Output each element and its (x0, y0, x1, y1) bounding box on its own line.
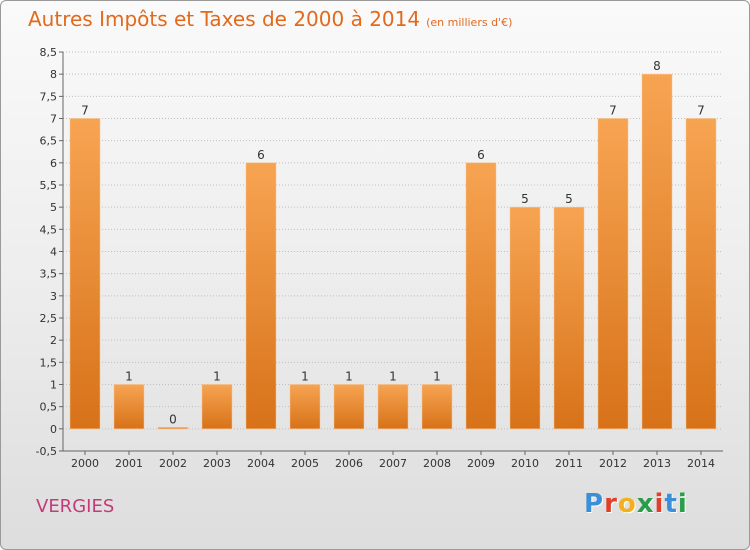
data-label: 5 (521, 192, 529, 206)
bar (113, 384, 145, 430)
data-label: 1 (389, 370, 397, 384)
x-tick-label: 2006 (335, 457, 363, 470)
x-tick-label: 2012 (599, 457, 627, 470)
chart-title-text: Autres Impôts et Taxes de 2000 à 2014 (28, 7, 421, 31)
data-label: 6 (477, 148, 485, 162)
data-label: 7 (81, 104, 89, 118)
logo-letter: x (636, 489, 655, 519)
logo-letter: t (664, 489, 678, 519)
x-tick-label: 2010 (511, 457, 539, 470)
y-tick-label: 1,5 (40, 356, 58, 369)
bar (69, 118, 101, 430)
y-tick-label: 1 (50, 379, 57, 392)
y-tick-label: 4,5 (40, 223, 58, 236)
y-tick-label: 0 (50, 423, 57, 436)
bar (245, 162, 277, 430)
bar (333, 384, 365, 430)
bar (597, 118, 629, 430)
logo-letter: r (604, 489, 618, 519)
bar (201, 384, 233, 430)
y-tick-label: 3 (50, 290, 57, 303)
x-tick-label: 2013 (643, 457, 671, 470)
data-label: 1 (213, 370, 221, 384)
location-label: VERGIES (36, 496, 115, 517)
data-label: 5 (565, 192, 573, 206)
x-tick-label: 2007 (379, 457, 407, 470)
proxiti-logo: Proxiti (584, 489, 688, 519)
logo-letter: i (677, 489, 688, 519)
logo-letter: i (654, 489, 665, 519)
data-label: 1 (301, 370, 309, 384)
x-tick-label: 2008 (423, 457, 451, 470)
data-label: 6 (257, 148, 265, 162)
data-label: 7 (609, 104, 617, 118)
x-tick-label: 2014 (687, 457, 715, 470)
chart-subtitle: (en milliers d'€) (426, 16, 513, 29)
bar (641, 73, 673, 430)
x-tick-label: 2003 (203, 457, 231, 470)
x-tick-label: 2000 (71, 457, 99, 470)
y-tick-label: 4 (50, 246, 57, 259)
bar (685, 118, 717, 430)
y-tick-label: 8,5 (40, 46, 58, 59)
y-tick-label: 2 (50, 334, 57, 347)
logo-letter: P (584, 489, 605, 519)
x-tick-label: 2001 (115, 457, 143, 470)
bar (421, 384, 453, 430)
bar (465, 162, 497, 430)
y-tick-label: 7 (50, 113, 57, 126)
data-label: 1 (433, 370, 441, 384)
bar (377, 384, 409, 430)
x-tick-label: 2009 (467, 457, 495, 470)
logo-letter: o (617, 489, 637, 519)
data-label: 1 (125, 370, 133, 384)
y-tick-label: 3,5 (40, 268, 58, 281)
x-tick-label: 2002 (159, 457, 187, 470)
chart-title: Autres Impôts et Taxes de 2000 à 2014 (en… (28, 7, 512, 31)
y-tick-label: -0,5 (36, 445, 57, 458)
y-tick-label: 5,5 (40, 179, 58, 192)
data-label: 0 (169, 412, 177, 426)
x-tick-label: 2004 (247, 457, 275, 470)
data-label: 1 (345, 370, 353, 384)
data-label: 8 (653, 59, 661, 73)
y-tick-label: 0,5 (40, 401, 58, 414)
bar (509, 206, 541, 430)
bar (157, 427, 189, 430)
data-label: 7 (697, 104, 705, 118)
y-tick-label: 8 (50, 68, 57, 81)
y-tick-label: 2,5 (40, 312, 58, 325)
y-tick-label: 6,5 (40, 135, 58, 148)
bar (289, 384, 321, 430)
bar (553, 206, 585, 430)
y-tick-label: 6 (50, 157, 57, 170)
y-tick-label: 5 (50, 201, 57, 214)
y-tick-label: 7,5 (40, 90, 58, 103)
x-tick-label: 2011 (555, 457, 583, 470)
x-tick-label: 2005 (291, 457, 319, 470)
